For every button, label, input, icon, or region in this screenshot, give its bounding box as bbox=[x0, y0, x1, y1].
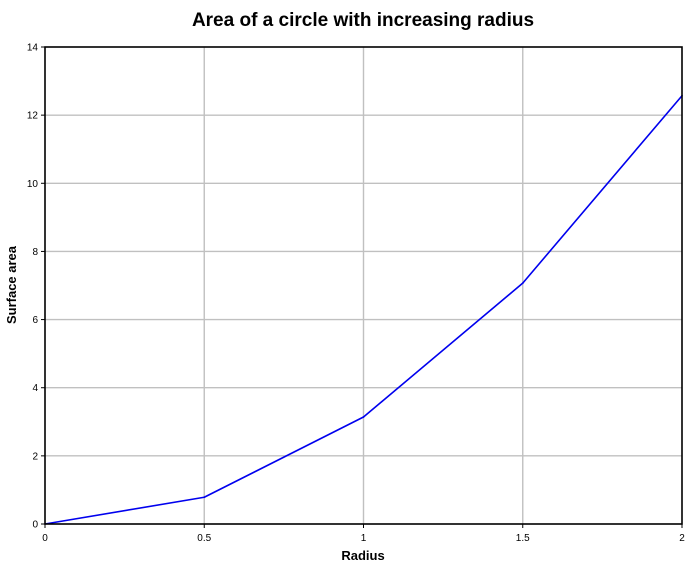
grid-layer bbox=[45, 47, 682, 524]
y-tick-label: 2 bbox=[32, 451, 38, 462]
data-point bbox=[362, 416, 365, 418]
y-tick-label: 10 bbox=[27, 179, 39, 190]
data-point bbox=[203, 496, 206, 499]
y-tick-label: 12 bbox=[27, 111, 39, 122]
x-tick-label: 0 bbox=[42, 533, 48, 544]
y-tick-label: 14 bbox=[27, 43, 39, 54]
y-tick-label: 8 bbox=[32, 247, 38, 258]
tick-layer: 0 0.5 1 1.5 2 0 2 4 6 8 10 12 14 bbox=[27, 43, 685, 545]
y-axis-label: Surface area bbox=[4, 245, 19, 324]
x-tick-label: 0.5 bbox=[197, 533, 211, 544]
x-tick-label: 1 bbox=[361, 533, 367, 544]
x-axis-label: Radius bbox=[341, 548, 384, 563]
y-tick-label: 4 bbox=[32, 383, 38, 394]
data-point bbox=[521, 282, 524, 285]
y-tick-label: 0 bbox=[32, 520, 38, 531]
x-tick-label: 2 bbox=[679, 533, 685, 544]
x-tick-label: 1.5 bbox=[516, 533, 530, 544]
y-tick-label: 6 bbox=[32, 315, 38, 326]
chart-title: Area of a circle with increasing radius bbox=[192, 10, 534, 31]
